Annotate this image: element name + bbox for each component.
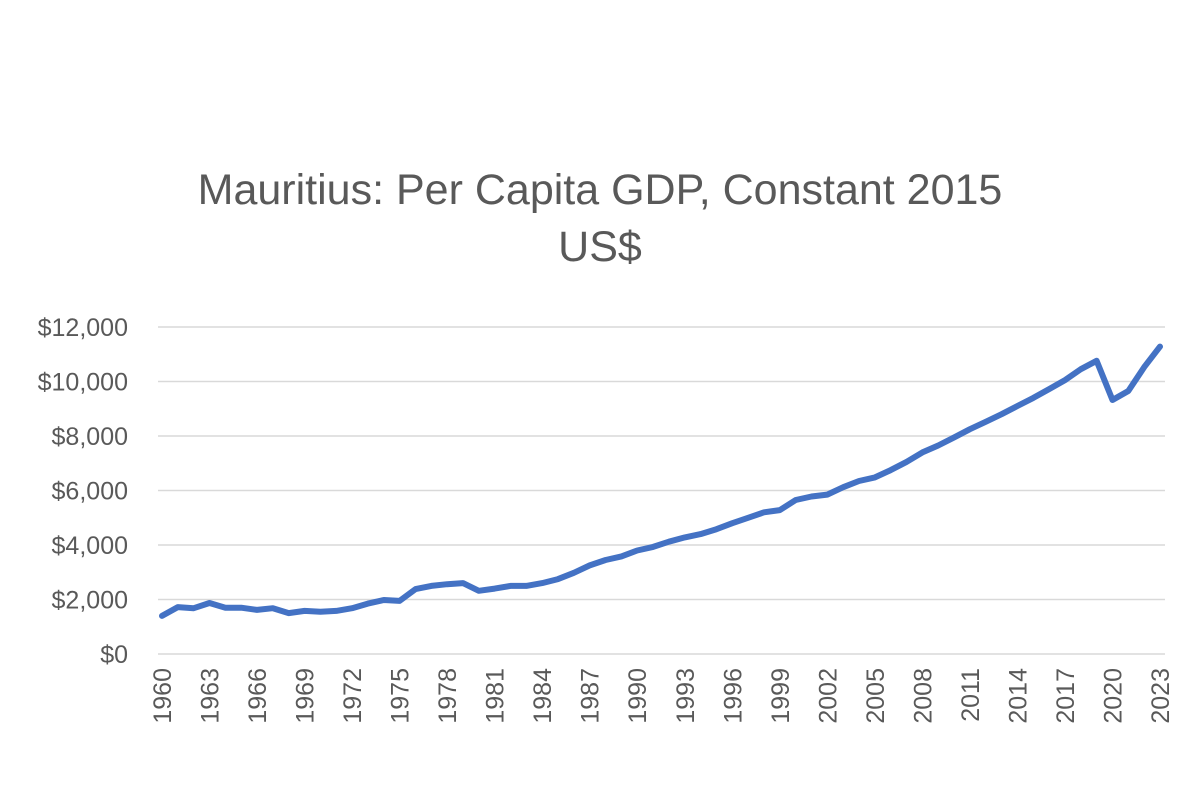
x-tick-label: 1981 bbox=[482, 668, 510, 724]
x-tick-label: 1972 bbox=[339, 668, 367, 724]
x-tick-label: 1987 bbox=[577, 668, 605, 724]
x-tick-label: 1999 bbox=[767, 668, 795, 724]
y-tick-label: $10,000 bbox=[38, 369, 128, 397]
series-line bbox=[159, 343, 1163, 619]
x-tick-label: 2008 bbox=[909, 668, 937, 724]
x-tick-label: 1960 bbox=[149, 668, 177, 724]
x-tick-label: 1978 bbox=[434, 668, 462, 724]
x-tick-label: 2005 bbox=[862, 668, 890, 724]
y-tick-label: $4,000 bbox=[52, 532, 128, 560]
x-tick-label: 1984 bbox=[529, 668, 557, 724]
x-axis: 1960 1963 1966 1969 1972 1975 1978 1981 1984 1987… bbox=[149, 668, 1175, 724]
y-tick-label: $12,000 bbox=[38, 314, 128, 342]
y-tick-label: $0 bbox=[100, 641, 128, 669]
x-tick-label: 2002 bbox=[814, 668, 842, 724]
x-tick-label: 1990 bbox=[624, 668, 652, 724]
chart-title: Mauritius: Per Capita GDP, Constant 2015… bbox=[0, 162, 1200, 276]
x-tick-label: 1993 bbox=[672, 668, 700, 724]
y-tick-label: $8,000 bbox=[52, 423, 128, 451]
x-tick-label: 2014 bbox=[1004, 668, 1032, 724]
x-tick-label: 1969 bbox=[292, 668, 320, 724]
x-tick-label: 1963 bbox=[197, 668, 225, 724]
y-tick-label: $2,000 bbox=[52, 587, 128, 615]
x-tick-label: 1975 bbox=[387, 668, 415, 724]
y-axis: $0 $2,000 $4,000 $6,000 $8,000 $10,000 $12,000 bbox=[38, 314, 128, 669]
x-tick-label: 2017 bbox=[1052, 668, 1080, 724]
y-tick-label: $6,000 bbox=[52, 478, 128, 506]
series-layer bbox=[159, 343, 1163, 619]
x-tick-label: 2020 bbox=[1099, 668, 1127, 724]
chart-title-line-1: Mauritius: Per Capita GDP, Constant 2015 bbox=[197, 166, 1003, 214]
gridlines bbox=[158, 326, 1165, 655]
x-tick-label: 2023 bbox=[1147, 668, 1175, 724]
x-tick-label: 1966 bbox=[244, 668, 272, 724]
x-tick-label: 2011 bbox=[957, 668, 985, 722]
chart-title-line-2: US$ bbox=[558, 223, 642, 271]
x-tick-label: 1996 bbox=[719, 668, 747, 724]
